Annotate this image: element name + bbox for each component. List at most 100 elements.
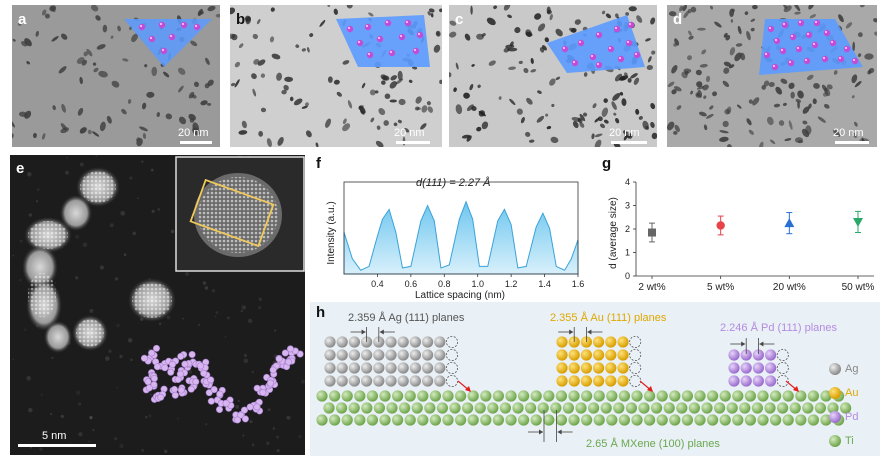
atom-sphere [757,390,769,402]
nanoparticle-dot [603,98,608,103]
nanoparticle-dot [832,129,841,137]
atom-sphere [397,375,409,387]
atom-sphere [336,402,348,414]
nanoparticle-dot [234,79,240,88]
atom-sphere [480,414,492,426]
nanoparticle-dot [761,84,767,90]
nanoparticle-dot [528,139,535,143]
atom-sphere [449,402,461,414]
nanoparticle-dot [449,72,452,78]
nanoparticle-dot [188,113,196,121]
nanoparticle-dot [370,117,375,123]
nanoparticle-dot [750,18,756,22]
nanoparticle-dot [650,121,655,128]
nanoparticle-dot [625,12,630,16]
nanoparticle-dot [860,5,865,8]
atom-sphere [776,362,789,375]
nanoparticle-dot [695,69,702,76]
atom-sphere [386,402,398,414]
atom-sphere [802,402,814,414]
atom-sphere [820,414,832,426]
atom-sphere [644,390,656,402]
nanoparticle-dot [197,8,203,17]
nanoparticle-dot [802,120,808,125]
tem-image-d: d 20 nm [667,5,877,147]
nanoparticle-dot [615,118,620,124]
atom-sphere [651,402,663,414]
nanoparticle-dot [12,133,14,139]
tem-image-c: c 20 nm [449,5,657,147]
nanoparticle-dot [398,98,406,106]
average-size-chart: 0 1 2 3 4 2 wt% 5 wt% 20 wt% 50 wt% d (average s… [608,177,875,293]
nanoparticle-dot [696,85,705,90]
atom-sphere [795,390,807,402]
nanoparticle-dot [24,38,32,47]
nanoparticle-dot [650,17,656,25]
nanoparticle-schematic [384,19,392,27]
nanoparticle-dot [230,7,236,15]
atom-sphere [530,390,542,402]
nanoparticle-dot [613,112,617,116]
nanoparticle-dot [619,91,624,96]
nanoparticle-dot [281,89,287,95]
nanoparticle-dot [289,96,294,102]
atom-sphere [840,402,852,414]
nanoparticle-dot [740,52,746,61]
nanoparticle-dot [867,70,872,75]
nanoparticle-dot [582,112,588,117]
atom-sphere [593,414,605,426]
scalebar-label-c: 20 nm [609,127,640,139]
nanoparticle-dot [49,5,57,12]
atom-sphere [216,390,224,398]
nanoparticle-dot [156,112,161,118]
nanoparticle-dot [594,133,603,138]
haadf-content-e [12,155,305,454]
atom-sphere [436,402,448,414]
atom-sphere [752,349,764,361]
nanoparticle-dot [144,64,148,68]
nanoparticle-dot [426,101,431,106]
nanoparticle-dot [87,129,92,135]
nanoparticle-dot [257,59,266,66]
atom-sphere [240,406,248,414]
atom-sphere [285,358,293,366]
atom-sphere [669,414,681,426]
atom-sphere [188,350,196,358]
nanoparticle-dot [369,89,376,96]
nanoparticle-dot [621,98,627,107]
nanoparticle-dot [204,83,210,89]
nanoparticle-dot [698,111,707,117]
atom-sphere [409,349,421,361]
nanoparticle-dot [190,40,198,47]
nanoparticle-dot [845,22,853,29]
nanoparticle-dot [530,58,534,64]
nanoparticle-schematic [805,31,813,39]
nanoparticle-dot [668,11,677,17]
nanoparticle-dot [463,92,470,99]
atom-sphere [814,402,826,414]
nanoparticle-schematic [821,55,829,63]
nanoparticle-dot [430,13,434,18]
atom-sphere [348,402,360,414]
nanoparticle-dot [41,133,46,140]
atom-sphere [707,414,719,426]
nanoparticle-dot [710,5,714,10]
atom-sphere [467,414,479,426]
nanoparticle-dot [544,37,549,43]
nanoparticle-dot [309,33,314,38]
panel-label-a: a [18,11,27,28]
nanoparticle-dot [614,73,623,82]
nanoparticle-dot [695,92,700,97]
legend-atom [829,387,841,399]
nanoparticle-dot [797,100,800,109]
atom-sphere [605,336,617,348]
nanoparticle-dot [283,84,289,91]
nanoparticle-schematic [823,29,831,37]
atom-sphere [480,390,492,402]
pd-planes-label: 2.246 Å Pd (111) planes [720,322,838,334]
atom-sphere [487,402,499,414]
nanoparticle-dot [788,82,795,90]
nanoparticle-dot [611,101,617,110]
atom-sphere [492,414,504,426]
atom-sphere [157,393,165,401]
